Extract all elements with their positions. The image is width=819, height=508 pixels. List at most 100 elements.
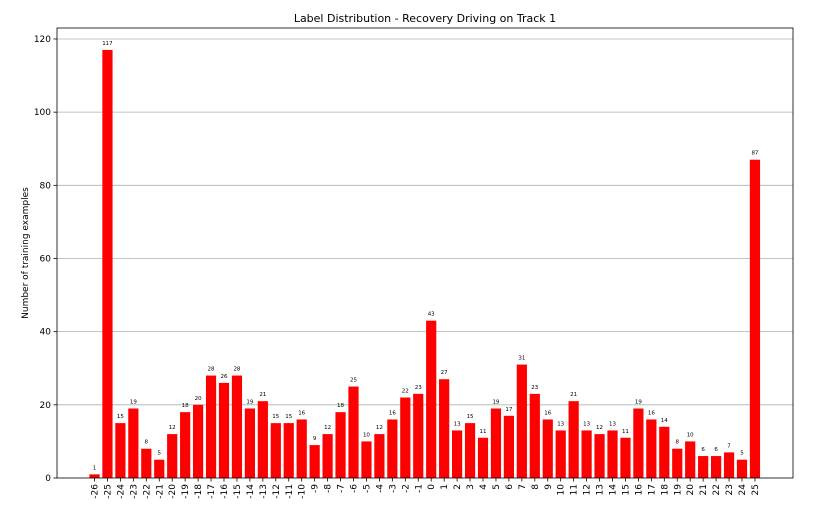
x-tick-label: 3 (466, 484, 476, 490)
x-tick-label: -15 (233, 484, 243, 499)
bar (322, 434, 333, 478)
data-label: 23 (531, 385, 538, 391)
data-label: 87 (751, 151, 758, 157)
x-tick-label: 11 (570, 484, 580, 495)
x-tick-label: -14 (246, 484, 256, 499)
x-tick-label: -4 (375, 484, 385, 493)
data-label: 25 (350, 378, 357, 384)
data-label: 43 (428, 312, 435, 318)
bar (270, 423, 281, 478)
data-label: 6 (714, 447, 718, 453)
x-tick-label: -12 (272, 484, 282, 499)
x-tick-label: 17 (647, 484, 657, 495)
x-tick-label: 10 (557, 484, 567, 496)
x-tick-label: -8 (324, 484, 334, 493)
data-label: 17 (505, 407, 512, 413)
data-label: 10 (363, 432, 370, 438)
x-tick-label: 15 (621, 484, 631, 495)
bar (115, 423, 126, 478)
bar (452, 430, 463, 478)
x-tick-label: 1 (440, 484, 450, 490)
y-tick-label: 120 (34, 35, 51, 45)
data-label: 8 (145, 440, 149, 446)
x-tick-label: 24 (738, 484, 748, 496)
bar (387, 419, 398, 478)
bar (309, 445, 320, 478)
data-label: 13 (583, 421, 590, 427)
bar (193, 404, 204, 478)
x-tick-label: 6 (505, 484, 515, 490)
gridlines (57, 38, 793, 406)
bar (413, 393, 424, 478)
x-tick-label: -2 (401, 484, 411, 493)
x-tick-label: 12 (583, 484, 593, 495)
data-label: 15 (285, 414, 292, 420)
x-tick-label: -25 (103, 484, 113, 499)
x-tick-label: -24 (116, 484, 126, 499)
y-tick-label: 60 (40, 254, 52, 264)
bar (646, 419, 657, 478)
x-tick-label: 7 (518, 484, 528, 490)
bar (361, 441, 372, 478)
bar (477, 437, 489, 478)
x-tick-label: 20 (686, 484, 696, 496)
bar (426, 320, 437, 478)
x-tick-label: -7 (337, 484, 347, 493)
data-label: 21 (570, 392, 577, 398)
x-tick-label: -20 (168, 484, 178, 499)
x-tick-label: 21 (699, 484, 709, 495)
x-tick-label: 9 (544, 484, 554, 490)
data-label: 11 (480, 429, 487, 435)
data-label: 27 (441, 370, 448, 376)
bar (400, 397, 411, 478)
bar (516, 364, 527, 478)
bar (348, 386, 359, 478)
x-tick-label: -17 (207, 484, 217, 499)
data-label: 8 (676, 440, 680, 446)
x-axis: -26 -25 -24 -23 -22 -21 -20 -19 -18 -17 -16 -15 -14-… (91, 478, 761, 499)
x-tick-label: -3 (388, 484, 398, 493)
x-tick-label: 22 (712, 484, 722, 495)
data-label: 19 (246, 399, 253, 405)
data-label: 20 (195, 396, 202, 402)
data-label: 9 (313, 436, 317, 442)
bar (490, 408, 502, 478)
data-label: 28 (233, 367, 240, 373)
x-tick-label: 14 (609, 484, 619, 496)
bar (231, 375, 243, 478)
x-tick-label: 23 (725, 484, 735, 495)
data-label: 13 (454, 421, 461, 427)
bar (542, 419, 553, 478)
bar (736, 459, 748, 478)
data-label: 12 (596, 425, 603, 431)
x-tick-label: 19 (673, 484, 683, 496)
bar (685, 441, 696, 478)
bar (529, 393, 540, 478)
bar (749, 159, 761, 478)
y-tick-label: 100 (34, 108, 51, 118)
x-tick-label: -1 (414, 484, 424, 493)
data-label: 23 (415, 385, 422, 391)
data-label: 26 (221, 374, 228, 380)
bar (568, 401, 579, 478)
bar (594, 434, 605, 478)
x-tick-label: -10 (298, 484, 308, 499)
x-tick-label: 16 (634, 484, 644, 496)
bar (257, 401, 268, 478)
data-label: 18 (182, 403, 189, 409)
x-tick-label: -26 (91, 484, 101, 499)
y-axis: 0 20 40 60 80 100 120 (34, 35, 57, 484)
y-tick-label: 40 (40, 328, 52, 338)
data-label: 16 (389, 410, 396, 416)
bar (89, 474, 100, 478)
data-label: 6 (701, 447, 705, 453)
y-axis-label: Number of training examples (21, 187, 31, 319)
y-tick-label: 0 (45, 474, 51, 484)
x-tick-label: -16 (220, 484, 230, 499)
x-tick-label: -22 (142, 484, 152, 499)
x-tick-label: 5 (492, 484, 502, 490)
bar (335, 412, 346, 478)
data-label: 19 (492, 399, 499, 405)
data-label: 5 (740, 451, 744, 457)
